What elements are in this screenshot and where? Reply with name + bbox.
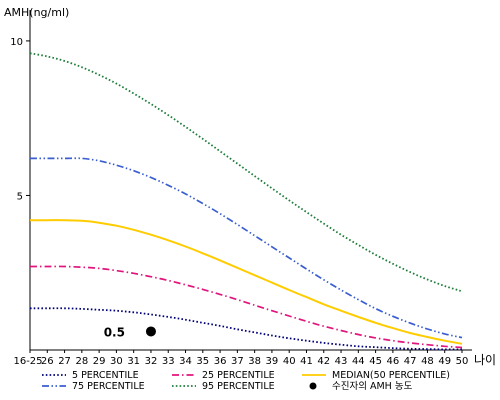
x-tick: 35 (196, 350, 209, 367)
x-tick-label: 26 (41, 356, 54, 367)
legend-label: 25 PERCENTILE (202, 370, 275, 381)
series-lines (29, 52, 463, 351)
x-tick-label: 32 (145, 356, 158, 367)
x-tick: 30 (110, 350, 123, 367)
x-tick-label: 38 (248, 356, 261, 367)
x-tick: 42 (317, 350, 330, 367)
x-tick-label: 29 (93, 356, 106, 367)
x-tick: 43 (335, 350, 348, 367)
legend-item: 75 PERCENTILE (42, 381, 145, 392)
x-tick-label: 48 (421, 356, 434, 367)
legend-label: 95 PERCENTILE (202, 381, 275, 392)
legend-item: 95 PERCENTILE (172, 381, 275, 392)
x-tick-label: 31 (127, 356, 140, 367)
x-tick: 32 (145, 350, 158, 367)
y-axis-label: AMH(ng/ml) (4, 6, 69, 19)
x-tick: 16-25 (13, 350, 43, 367)
legend-label: MEDIAN(50 PERCENTILE) (332, 370, 450, 381)
x-tick: 45 (369, 350, 382, 367)
legend-marker-swatch (309, 382, 317, 390)
x-tick-label: 49 (438, 356, 451, 367)
x-tick-label: 43 (335, 356, 348, 367)
y-tick-label: 5 (17, 191, 23, 202)
x-tick: 40 (283, 350, 296, 367)
x-tick-label: 30 (110, 356, 123, 367)
x-tick: 50 (456, 350, 469, 367)
x-tick-label: 44 (352, 356, 365, 367)
x-tick-label: 37 (231, 356, 244, 367)
x-tick-label: 40 (283, 356, 296, 367)
legend-label: 수진자의 AMH 농도 (332, 381, 413, 392)
x-tick-label: 16-25 (13, 356, 42, 367)
x-tick: 29 (93, 350, 106, 367)
series-line-5-percentile (30, 307, 462, 351)
legend-label: 75 PERCENTILE (72, 381, 145, 392)
x-tick: 47 (404, 350, 417, 367)
x-tick-label: 35 (196, 356, 209, 367)
legend-item: 5 PERCENTILE (42, 370, 139, 381)
x-tick-label: 27 (58, 356, 71, 367)
y-tick: 10 (10, 37, 30, 48)
legend-item: MEDIAN(50 PERCENTILE) (302, 370, 450, 381)
y-ticks: 5 10 (10, 37, 30, 202)
x-tick-label: 36 (214, 356, 227, 367)
patient-amh-value-label: 0.5 (104, 325, 125, 339)
y-tick-label: 10 (10, 37, 23, 48)
x-tick: 36 (214, 350, 227, 367)
x-tick-label: 46 (387, 356, 400, 367)
x-tick: 49 (438, 350, 451, 367)
x-tick: 33 (162, 350, 175, 367)
x-tick-label: 34 (179, 356, 192, 367)
legend-item: 수진자의 AMH 농도 (309, 381, 413, 392)
x-tick-label: 28 (75, 356, 88, 367)
legend-item: 25 PERCENTILE (172, 370, 275, 381)
x-tick-label: 45 (369, 356, 382, 367)
series-line-95-percentile (29, 52, 463, 293)
legend: 5 PERCENTILE 25 PERCENTILE MEDIAN(50 PERCE… (42, 370, 450, 392)
x-tick: 26 (41, 350, 54, 367)
x-tick-label: 33 (162, 356, 175, 367)
x-tick-label: 50 (456, 356, 469, 367)
x-tick: 28 (75, 350, 88, 367)
series-line-median-50-percentile (29, 219, 463, 345)
x-tick-label: 42 (317, 356, 330, 367)
patient-marker: 0.5 (104, 325, 156, 339)
axes (29, 10, 472, 351)
series-line-75-percentile (30, 157, 463, 339)
x-tick: 44 (352, 350, 365, 367)
x-tick: 37 (231, 350, 244, 367)
legend-label: 5 PERCENTILE (72, 370, 139, 381)
y-tick: 5 (17, 191, 30, 202)
x-tick: 27 (58, 350, 71, 367)
x-tick: 48 (421, 350, 434, 367)
x-tick: 39 (266, 350, 279, 367)
x-tick: 38 (248, 350, 261, 367)
patient-amh-point (145, 326, 156, 337)
x-tick-label: 47 (404, 356, 417, 367)
x-tick: 34 (179, 350, 192, 367)
x-tick: 31 (127, 350, 140, 367)
x-tick: 46 (387, 350, 400, 367)
x-axis-label: 나이 (474, 353, 496, 367)
x-tick: 41 (300, 350, 313, 367)
x-tick-label: 41 (300, 356, 313, 367)
x-tick-label: 39 (266, 356, 279, 367)
series-line-25-percentile (30, 265, 463, 349)
